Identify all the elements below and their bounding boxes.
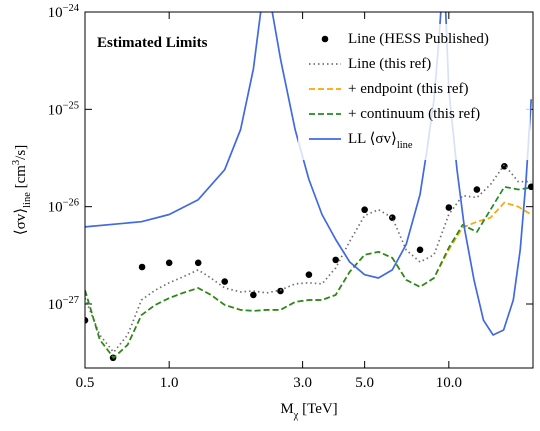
data-point — [85, 316, 89, 324]
legend-label: + continuum (this ref) — [348, 106, 480, 122]
series-line — [85, 12, 533, 336]
data-point — [277, 287, 284, 295]
data-point — [332, 256, 340, 264]
data-point — [250, 291, 257, 299]
plot-frame — [84, 11, 534, 369]
legend-box — [298, 24, 530, 160]
legend-label: LL ⟨σv⟩line — [348, 131, 413, 150]
x-tick-label: 1.0 — [160, 375, 179, 391]
data-point — [473, 186, 481, 193]
x-tick-label: 3.0 — [293, 375, 312, 391]
y-tick-label: 10−26 — [48, 198, 79, 217]
y-tick-label: 10−25 — [48, 100, 79, 119]
legend-label: + endpoint (this ref) — [348, 81, 469, 97]
data-point — [361, 206, 368, 214]
data-point — [416, 246, 424, 254]
data-point — [501, 162, 508, 170]
x-tick-label: 5.0 — [355, 375, 374, 391]
series-line — [85, 185, 532, 359]
data-point — [305, 271, 313, 278]
data-point — [138, 263, 146, 271]
plot-area — [85, 12, 533, 362]
y-axis-label: ⟨σv⟩line [cm3/s] — [11, 145, 33, 235]
legend-marker — [321, 35, 329, 43]
data-point — [165, 259, 173, 267]
legend-label: Line (HESS Published) — [348, 31, 489, 47]
data-point — [445, 204, 453, 211]
data-point — [389, 214, 396, 222]
x-axis-label: Mχ [TeV] — [280, 401, 337, 420]
data-point — [194, 259, 202, 267]
x-tick-label: 0.5 — [76, 375, 95, 391]
x-tick-label: 10.0 — [436, 375, 462, 391]
legend-label: Line (this ref) — [348, 56, 431, 72]
data-point — [527, 183, 533, 191]
y-tick-label: 10−24 — [48, 3, 80, 22]
y-tick-label: 10−27 — [48, 295, 79, 314]
annotation: Estimated Limits — [97, 35, 208, 51]
data-point — [221, 278, 229, 285]
